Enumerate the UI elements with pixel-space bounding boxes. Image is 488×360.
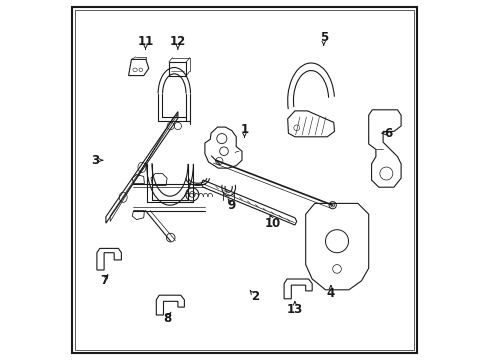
Text: 9: 9	[227, 199, 236, 212]
Text: 4: 4	[326, 287, 334, 300]
Text: 8: 8	[163, 312, 171, 325]
Text: 2: 2	[251, 291, 259, 303]
Text: 11: 11	[137, 35, 153, 48]
Text: 12: 12	[169, 35, 185, 48]
Text: 3: 3	[91, 154, 99, 167]
Text: 13: 13	[286, 303, 303, 316]
Text: 7: 7	[100, 274, 108, 287]
Text: 5: 5	[319, 31, 327, 44]
Text: 6: 6	[384, 127, 392, 140]
Text: 1: 1	[240, 123, 248, 136]
Text: 10: 10	[264, 217, 281, 230]
